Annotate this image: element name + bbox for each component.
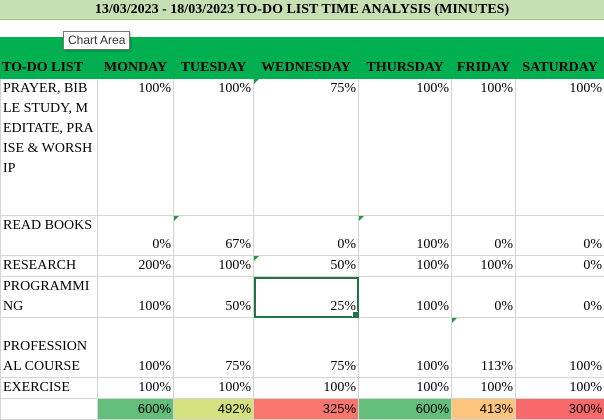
value-cell[interactable]: 0% (98, 216, 174, 256)
header-cell-tuesday[interactable]: TUESDAY (174, 58, 254, 79)
total-cell-friday[interactable]: 413% (452, 399, 516, 420)
value-cell[interactable]: 200% (98, 256, 174, 277)
value-cell[interactable]: 100% (516, 318, 604, 378)
value-text: 113% (481, 359, 513, 374)
value-cell[interactable]: 100% (516, 378, 604, 399)
value-cell[interactable]: 100% (98, 79, 174, 216)
comment-indicator-icon (254, 79, 259, 84)
value-cell[interactable]: 75% (254, 318, 359, 378)
header-cell-todo-list[interactable]: TO-DO LIST (1, 58, 98, 79)
value-cell[interactable]: 100% (516, 79, 604, 216)
table-row: RESEARCH 200% 100% 50% 100% 100% 0% (1, 256, 604, 277)
comment-indicator-icon (452, 318, 457, 323)
table-row: PROGRAMMING 100% 50% 25% 100% 0% 0% (1, 277, 604, 318)
chart-area-tooltip: Chart Area (63, 31, 130, 50)
value-text: 100% (416, 237, 449, 252)
value-cell[interactable]: 75% (174, 318, 254, 378)
value-cell[interactable]: 0% (516, 256, 604, 277)
header-cell-wednesday[interactable]: WEDNESDAY (254, 58, 359, 79)
total-cell-monday[interactable]: 600% (98, 399, 174, 420)
table-row: PROFESSIONAL COURSE 100% 75% 75% 100% 11… (1, 318, 604, 378)
value-cell[interactable]: 100% (98, 277, 174, 318)
task-cell[interactable]: PRAYER, BIBLE STUDY, MEDITATE, PRAISE & … (1, 79, 98, 216)
value-cell[interactable]: 0% (516, 216, 604, 256)
value-cell[interactable]: 50% (254, 256, 359, 277)
total-cell-tuesday[interactable]: 492% (174, 399, 254, 420)
value-text: 75% (330, 81, 356, 96)
header-cell-saturday[interactable]: SATURDAY (516, 58, 604, 79)
value-cell[interactable]: 100% (359, 216, 452, 256)
comment-indicator-icon (254, 256, 259, 261)
value-cell[interactable]: 100% (174, 378, 254, 399)
todo-analysis-table: TO-DO LIST MONDAY TUESDAY WEDNESDAY THUR… (0, 57, 604, 420)
value-cell[interactable]: 100% (98, 318, 174, 378)
value-cell[interactable]: 0% (516, 277, 604, 318)
table-row: PRAYER, BIBLE STUDY, MEDITATE, PRAISE & … (1, 79, 604, 216)
value-cell[interactable]: 100% (174, 256, 254, 277)
comment-indicator-icon (359, 216, 364, 221)
header-row: TO-DO LIST MONDAY TUESDAY WEDNESDAY THUR… (1, 58, 604, 79)
value-cell[interactable]: 100% (359, 318, 452, 378)
value-cell[interactable]: 67% (174, 216, 254, 256)
value-cell[interactable]: 75% (254, 79, 359, 216)
comment-indicator-icon (174, 216, 179, 221)
value-cell[interactable]: 100% (98, 378, 174, 399)
header-cell-monday[interactable]: MONDAY (98, 58, 174, 79)
value-cell[interactable]: 100% (359, 378, 452, 399)
task-cell[interactable]: READ BOOKS (1, 216, 98, 256)
sheet-title: 13/03/2023 - 18/03/2023 TO-DO LIST TIME … (0, 0, 604, 20)
value-cell[interactable]: 100% (452, 256, 516, 277)
total-cell-thursday[interactable]: 600% (359, 399, 452, 420)
value-cell[interactable]: 100% (174, 79, 254, 216)
value-cell[interactable]: 100% (452, 378, 516, 399)
total-cell-saturday[interactable]: 300% (516, 399, 604, 420)
value-cell[interactable]: 100% (359, 79, 452, 216)
total-cell-wednesday[interactable]: 325% (254, 399, 359, 420)
value-cell[interactable]: 100% (452, 79, 516, 216)
header-cell-friday[interactable]: FRIDAY (452, 58, 516, 79)
value-cell[interactable]: 50% (174, 277, 254, 318)
value-text: 67% (225, 237, 251, 252)
value-text: 50% (330, 258, 356, 273)
value-cell[interactable]: 0% (254, 216, 359, 256)
value-cell[interactable]: 100% (359, 256, 452, 277)
totals-row: 600% 492% 325% 600% 413% 300% (1, 399, 604, 420)
task-cell[interactable]: PROGRAMMING (1, 277, 98, 318)
task-cell[interactable]: RESEARCH (1, 256, 98, 277)
table-row: READ BOOKS 0% 67% 0% 100% 0% 0% (1, 216, 604, 256)
value-cell[interactable]: 113% (452, 318, 516, 378)
table-row: EXERCISE 100% 100% 100% 100% 100% 100% (1, 378, 604, 399)
value-cell[interactable]: 100% (359, 277, 452, 318)
task-cell[interactable]: EXERCISE (1, 378, 98, 399)
header-cell-thursday[interactable]: THURSDAY (359, 58, 452, 79)
value-cell[interactable]: 0% (452, 216, 516, 256)
value-cell[interactable]: 0% (452, 277, 516, 318)
selected-cell[interactable]: 25% (254, 277, 359, 318)
value-cell[interactable]: 100% (254, 378, 359, 399)
task-cell[interactable]: PROFESSIONAL COURSE (1, 318, 98, 378)
totals-label-cell[interactable] (1, 399, 98, 420)
